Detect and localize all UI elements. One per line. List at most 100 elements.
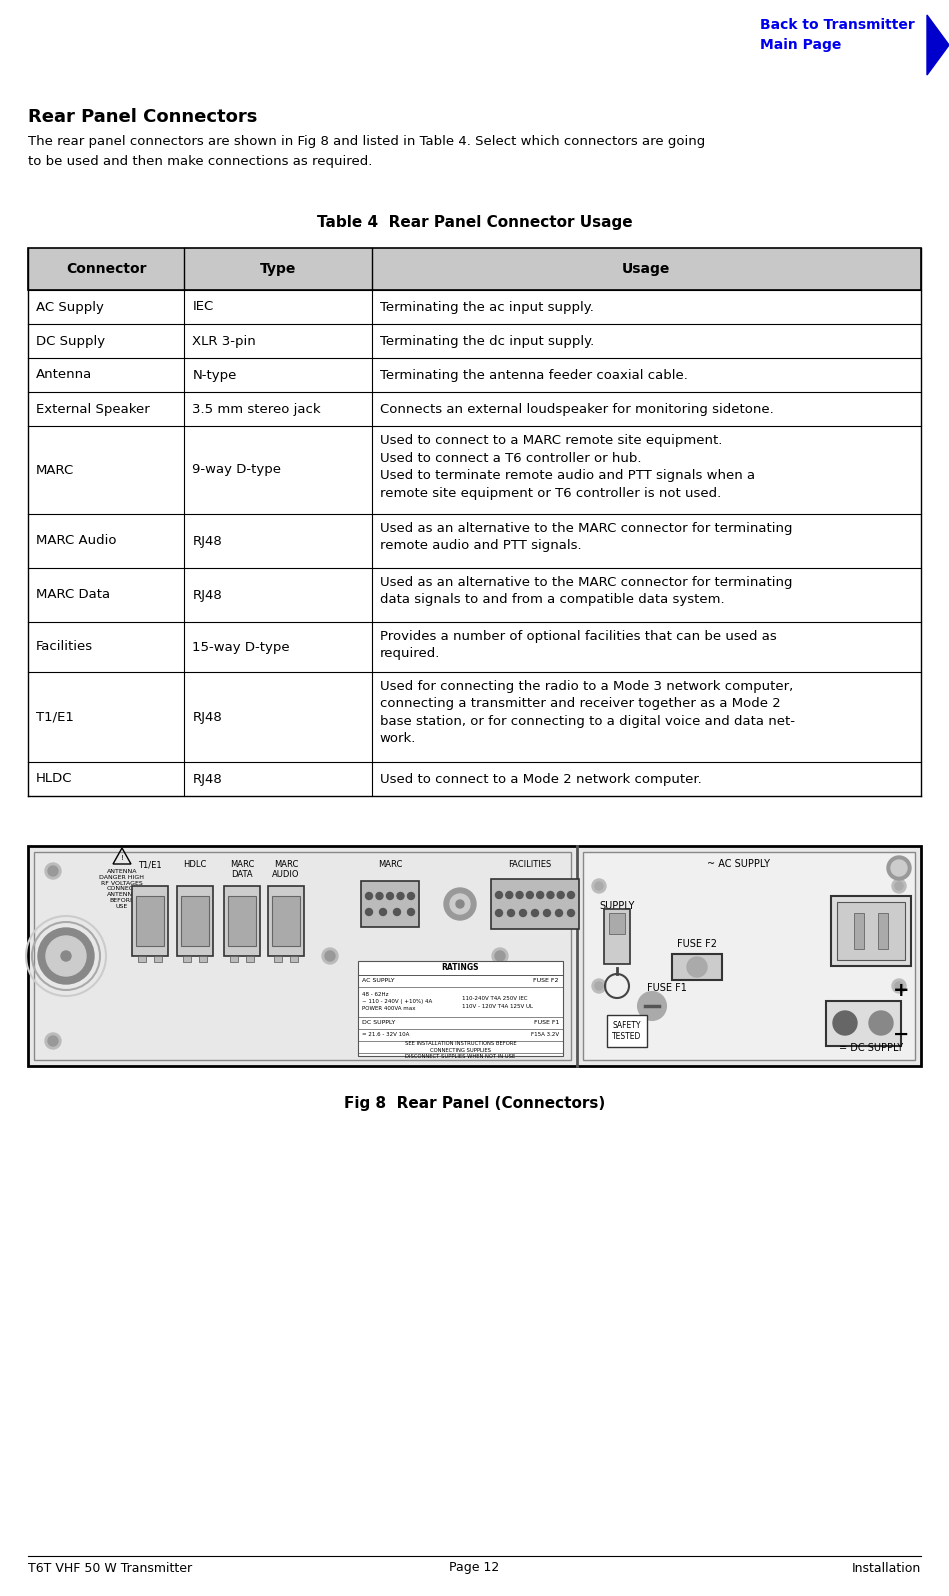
Circle shape — [895, 883, 903, 891]
Text: SAFETY
TESTED: SAFETY TESTED — [612, 1021, 642, 1041]
Text: MARC Audio: MARC Audio — [36, 535, 117, 547]
Bar — [138, 956, 146, 962]
Text: Usage: Usage — [623, 262, 671, 276]
Text: ~ 110 - 240V ( +10%) 4A: ~ 110 - 240V ( +10%) 4A — [362, 999, 432, 1004]
Text: Installation: Installation — [852, 1561, 921, 1575]
Text: ~ AC SUPPLY: ~ AC SUPPLY — [708, 859, 771, 868]
Text: Used as an alternative to the MARC connector for terminating
data signals to and: Used as an alternative to the MARC conne… — [380, 576, 792, 606]
Bar — [826, 1001, 901, 1045]
Text: External Speaker: External Speaker — [36, 402, 150, 415]
Bar — [224, 886, 260, 956]
Circle shape — [544, 910, 550, 916]
Bar — [837, 902, 905, 961]
Circle shape — [592, 978, 606, 993]
Text: FACILITIES: FACILITIES — [509, 860, 551, 868]
Circle shape — [557, 892, 565, 899]
Text: 110-240V T4A 250V IEC: 110-240V T4A 250V IEC — [462, 996, 528, 1002]
Circle shape — [527, 892, 533, 899]
Circle shape — [394, 908, 400, 916]
Circle shape — [892, 879, 906, 894]
Circle shape — [38, 927, 94, 985]
Text: RJ48: RJ48 — [193, 589, 222, 602]
Circle shape — [892, 978, 906, 993]
Bar — [28, 672, 921, 761]
Text: 3.5 mm stereo jack: 3.5 mm stereo jack — [193, 402, 321, 415]
Text: Fig 8  Rear Panel (Connectors): Fig 8 Rear Panel (Connectors) — [344, 1096, 605, 1111]
Text: RJ48: RJ48 — [193, 772, 222, 785]
Circle shape — [407, 892, 415, 900]
Circle shape — [595, 883, 603, 891]
Bar — [34, 852, 571, 1060]
Text: F15A 3.2V: F15A 3.2V — [530, 1033, 559, 1037]
Circle shape — [833, 1010, 857, 1034]
Text: Terminating the ac input supply.: Terminating the ac input supply. — [380, 300, 594, 313]
Bar — [28, 324, 921, 358]
Bar — [854, 913, 864, 950]
Text: to be used and then make connections as required.: to be used and then make connections as … — [28, 155, 372, 168]
Text: Used for connecting the radio to a Mode 3 network computer,
connecting a transmi: Used for connecting the radio to a Mode … — [380, 680, 795, 745]
Circle shape — [45, 863, 61, 879]
Bar — [272, 895, 300, 946]
Text: Rear Panel Connectors: Rear Panel Connectors — [28, 109, 257, 126]
Bar — [491, 879, 579, 929]
Text: = 21.6 - 32V 10A: = 21.6 - 32V 10A — [362, 1033, 409, 1037]
Circle shape — [386, 892, 394, 900]
Text: DISCONNECT SUPPLIES WHEN NOT IN USE: DISCONNECT SUPPLIES WHEN NOT IN USE — [405, 1053, 515, 1058]
Bar — [268, 886, 304, 956]
Circle shape — [45, 1033, 61, 1049]
Text: N-type: N-type — [193, 369, 236, 381]
Bar — [28, 761, 921, 796]
Circle shape — [687, 958, 707, 977]
Bar — [609, 913, 625, 934]
Text: Type: Type — [260, 262, 296, 276]
Circle shape — [397, 892, 404, 900]
Polygon shape — [927, 14, 949, 75]
Text: T1/E1: T1/E1 — [139, 860, 162, 868]
Bar — [183, 956, 191, 962]
Circle shape — [444, 887, 476, 919]
Circle shape — [492, 948, 508, 964]
Circle shape — [869, 1010, 893, 1034]
Text: +: + — [893, 982, 909, 1001]
Text: POWER 400VA max: POWER 400VA max — [362, 1007, 416, 1012]
Text: Used to connect to a Mode 2 network computer.: Used to connect to a Mode 2 network comp… — [380, 772, 701, 785]
Bar — [199, 956, 207, 962]
Text: −: − — [893, 1025, 909, 1044]
Bar — [831, 895, 911, 966]
Text: SUPPLY: SUPPLY — [600, 902, 635, 911]
Text: Used to connect to a MARC remote site equipment.
Used to connect a T6 controller: Used to connect to a MARC remote site eq… — [380, 434, 755, 500]
Text: FUSE F1: FUSE F1 — [533, 1020, 559, 1026]
Bar — [274, 956, 282, 962]
Text: 48 - 62Hz: 48 - 62Hz — [362, 991, 388, 996]
Text: HLDC: HLDC — [36, 772, 72, 785]
Bar — [28, 514, 921, 568]
Circle shape — [592, 879, 606, 894]
Circle shape — [48, 867, 58, 876]
Text: AC SUPPLY: AC SUPPLY — [362, 978, 395, 983]
Circle shape — [450, 894, 470, 915]
Bar — [28, 290, 921, 324]
Circle shape — [495, 951, 505, 961]
Text: DC SUPPLY: DC SUPPLY — [362, 1020, 396, 1026]
Circle shape — [48, 1036, 58, 1045]
Circle shape — [506, 892, 512, 899]
Text: Connects an external loudspeaker for monitoring sidetone.: Connects an external loudspeaker for mon… — [380, 402, 773, 415]
Text: !: ! — [121, 855, 123, 860]
Text: 110V - 120V T4A 125V UL: 110V - 120V T4A 125V UL — [462, 1004, 533, 1010]
Circle shape — [519, 910, 527, 916]
Text: Provides a number of optional facilities that can be used as
required.: Provides a number of optional facilities… — [380, 630, 776, 661]
Bar — [28, 393, 921, 426]
Text: FUSE F2: FUSE F2 — [677, 938, 717, 950]
Bar — [246, 956, 254, 962]
Text: The rear panel connectors are shown in Fig 8 and listed in Table 4. Select which: The rear panel connectors are shown in F… — [28, 136, 705, 148]
Circle shape — [325, 951, 335, 961]
Text: Terminating the dc input supply.: Terminating the dc input supply. — [380, 335, 594, 348]
Circle shape — [376, 892, 383, 900]
Text: IEC: IEC — [193, 300, 214, 313]
Bar — [181, 895, 209, 946]
Text: Back to Transmitter: Back to Transmitter — [760, 18, 915, 32]
Circle shape — [322, 948, 338, 964]
Bar — [28, 247, 921, 290]
Text: 15-way D-type: 15-way D-type — [193, 640, 289, 653]
Circle shape — [46, 935, 86, 977]
